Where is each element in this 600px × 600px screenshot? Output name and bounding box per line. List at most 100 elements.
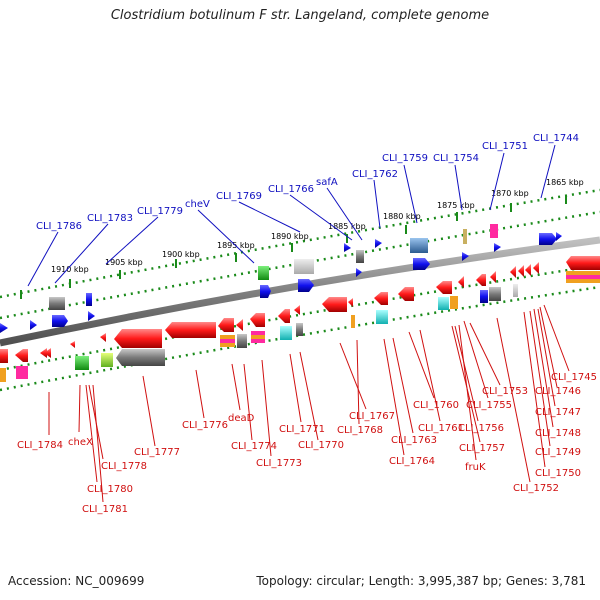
forward-gene <box>375 239 382 248</box>
kbp-label: 1885 kbp <box>328 222 366 231</box>
forward-gene <box>410 238 428 253</box>
kbp-label: 1875 kbp <box>437 201 475 210</box>
reverse-gene <box>525 264 531 276</box>
forward-gene <box>462 252 469 261</box>
reverse-gene <box>40 348 47 358</box>
reverse-gene <box>566 271 600 275</box>
reverse-gene-label: CLI_1776 <box>182 420 228 431</box>
reverse-gene-label: cheX <box>68 437 93 448</box>
forward-gene <box>258 266 269 280</box>
reverse-gene-label: CLI_1749 <box>535 447 581 458</box>
reverse-gene <box>566 256 600 270</box>
forward-gene-label: CLI_1783 <box>87 213 133 224</box>
reverse-gene <box>0 368 6 382</box>
reverse-gene-label: CLI_1746 <box>535 386 581 397</box>
reverse-leader-lines <box>48 304 570 503</box>
kbp-label: 1865 kbp <box>546 178 584 187</box>
reverse-gene-label: CLI_1761 <box>418 423 464 434</box>
reverse-gene-label: CLI_1748 <box>535 428 581 439</box>
forward-gene <box>494 243 501 252</box>
reverse-gene <box>489 287 501 301</box>
reverse-gene <box>348 298 353 307</box>
forward-gene <box>298 279 314 292</box>
reverse-gene-label: CLI_1773 <box>256 458 302 469</box>
reverse-gene <box>116 349 165 366</box>
reverse-gene <box>15 349 28 362</box>
reverse-gene <box>280 326 292 340</box>
accession-text: Accession: NC_009699 <box>8 574 145 588</box>
kbp-label: 1900 kbp <box>162 250 200 259</box>
reverse-gene-label: CLI_1777 <box>134 447 180 458</box>
reverse-gene <box>100 333 106 342</box>
reverse-gene-labels: CLI_1784 cheX CLI_1778 CLI_1780 CLI_1781… <box>17 372 597 515</box>
forward-gene <box>260 285 271 298</box>
reverse-gene <box>438 297 449 310</box>
reverse-gene-label: CLI_1774 <box>231 441 277 452</box>
reverse-gene <box>236 319 243 331</box>
kbp-label: 1870 kbp <box>491 189 529 198</box>
reverse-gene-label: fruK <box>465 462 486 473</box>
reverse-gene <box>0 349 8 363</box>
reverse-gene <box>165 322 216 338</box>
reverse-gene <box>250 313 265 327</box>
forward-gene <box>539 233 557 245</box>
forward-gene-label: CLI_1762 <box>352 169 398 180</box>
forward-gene-label: CLI_1754 <box>433 153 479 164</box>
reverse-gene <box>490 271 496 283</box>
forward-gene-labels: CLI_1786 CLI_1783 CLI_1779 cheV CLI_1769… <box>36 133 579 232</box>
reverse-gene-label: CLI_1755 <box>466 400 512 411</box>
forward-gene <box>88 311 95 321</box>
reverse-gene-label: CLI_1771 <box>279 424 325 435</box>
reverse-gene-label: deaD <box>228 413 255 424</box>
forward-gene-label: CLI_1779 <box>137 206 183 217</box>
reverse-gene-label: CLI_1763 <box>391 435 437 446</box>
forward-gene <box>294 259 314 274</box>
reverse-gene <box>566 275 600 279</box>
reverse-gene <box>251 339 265 343</box>
kbp-label: 1890 kbp <box>271 232 309 241</box>
reverse-gene <box>436 281 452 294</box>
reverse-gene-label: CLI_1778 <box>101 461 147 472</box>
reverse-gene-label: CLI_1760 <box>413 400 459 411</box>
forward-gene-label: CLI_1786 <box>36 221 82 232</box>
forward-gene-label: safA <box>316 177 338 188</box>
forward-gene-label: CLI_1766 <box>268 184 314 195</box>
reverse-gene <box>44 348 51 358</box>
forward-outer-rail <box>0 188 600 299</box>
reverse-gene-label: CLI_1768 <box>337 425 383 436</box>
forward-gene <box>356 268 362 277</box>
reverse-gene-label: CLI_1780 <box>87 484 133 495</box>
reverse-outer-rail <box>0 285 600 392</box>
forward-gene <box>413 258 430 270</box>
reverse-gene-label: CLI_1781 <box>82 504 128 515</box>
reverse-gene <box>75 356 89 370</box>
reverse-gene <box>218 318 234 332</box>
reverse-gene-label: CLI_1752 <box>513 483 559 494</box>
reverse-gene-label: CLI_1757 <box>459 443 505 454</box>
reverse-gene <box>322 297 347 312</box>
map-title: Clostridium botulinum F str. Langeland, … <box>110 8 490 23</box>
reverse-gene <box>278 309 290 323</box>
reverse-gene <box>513 284 518 297</box>
reverse-gene <box>220 343 235 347</box>
forward-gene-label: CLI_1759 <box>382 153 428 164</box>
forward-gene <box>49 297 65 310</box>
forward-gene <box>0 323 8 333</box>
reverse-features <box>0 256 600 382</box>
forward-leader-lines <box>27 144 556 287</box>
reverse-gene <box>220 339 235 343</box>
forward-gene <box>463 229 467 244</box>
forward-gene <box>30 320 37 330</box>
kbp-label: 1880 kbp <box>383 212 421 221</box>
reverse-gene <box>480 290 488 303</box>
forward-gene <box>490 224 498 238</box>
reverse-gene-label: CLI_1770 <box>298 440 344 451</box>
reverse-gene <box>376 310 388 324</box>
reverse-gene <box>476 274 486 286</box>
reverse-gene <box>510 266 516 278</box>
reverse-gene <box>114 329 162 348</box>
kbp-label: 1905 kbp <box>105 258 143 267</box>
reverse-gene <box>518 265 524 277</box>
reverse-gene <box>220 335 235 339</box>
reverse-gene-label: CLI_1756 <box>458 423 504 434</box>
